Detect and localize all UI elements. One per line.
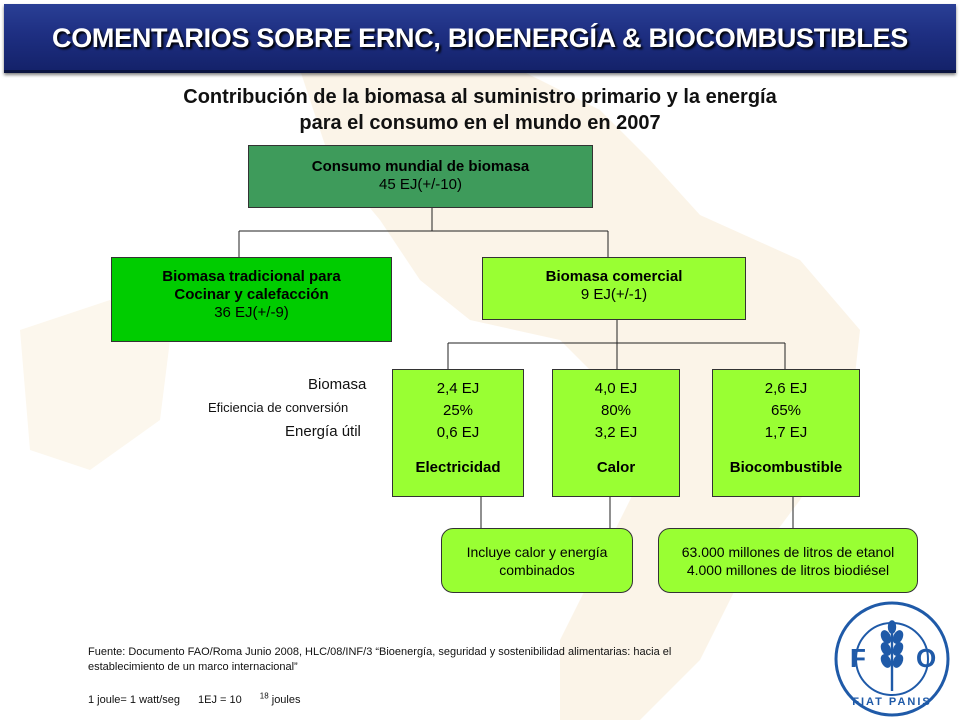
heat-biomass: 4,0 EJ: [594, 380, 638, 397]
electricity-biomass: 2,4 EJ: [436, 380, 480, 397]
node-traditional-biomass: Biomasa tradicional para Cocinar y calef…: [111, 257, 392, 342]
heat-label: Calor: [596, 459, 636, 476]
node-commercial-title: Biomasa comercial: [545, 268, 683, 285]
fao-letter-a: A: [834, 601, 835, 602]
fao-letter-f: F: [850, 643, 866, 673]
ej-exponent: 18: [259, 691, 269, 700]
node-traditional-title1: Biomasa tradicional para: [162, 268, 341, 285]
node-heat: 4,0 EJ 80% 3,2 EJ Calor: [552, 369, 680, 497]
ej-prefix: 1EJ = 10: [198, 693, 242, 706]
note-chp: Incluye calor y energía combinados: [441, 528, 633, 593]
electricity-efficiency: 25%: [442, 402, 474, 419]
ej-definition: 1EJ = 10 18 joules: [198, 691, 318, 706]
node-world-biomass: Consumo mundial de biomasa 45 EJ(+/-10): [248, 145, 593, 208]
row-label-biomass: Biomasa: [308, 376, 367, 393]
fao-wheat-emblem-icon: [880, 620, 904, 691]
node-biofuel: 2,6 EJ 65% 1,7 EJ Biocombustible: [712, 369, 860, 497]
source-line1: Fuente: Documento FAO/Roma Junio 2008, H…: [88, 646, 672, 658]
node-commercial-biomass: Biomasa comercial 9 EJ(+/-1): [482, 257, 746, 320]
joule-definition: 1 joule= 1 watt/seg: [88, 693, 181, 706]
heat-efficiency: 80%: [600, 402, 632, 419]
chart-title-line2: para el consumo en el mundo en 2007: [299, 112, 661, 134]
biofuel-useful: 1,7 EJ: [764, 424, 808, 441]
note-chp-line1: Incluye calor y energía: [466, 544, 608, 560]
source-note: Fuente: Documento FAO/Roma Junio 2008, H…: [88, 645, 808, 675]
header-title: COMENTARIOS SOBRE ERNC, BIOENERGÍA & BIO…: [52, 23, 908, 53]
node-commercial-value: 9 EJ(+/-1): [580, 286, 648, 303]
fao-logo: F O A FIAT PANIS: [834, 601, 950, 717]
electricity-label: Electricidad: [415, 459, 501, 476]
note-chp-line2: combinados: [499, 562, 575, 578]
node-world-biomass-value: 45 EJ(+/-10): [379, 176, 462, 193]
fao-motto: FIAT PANIS: [852, 696, 931, 708]
biofuel-efficiency: 65%: [770, 402, 802, 419]
chart-title-line1: Contribución de la biomasa al suministro…: [183, 86, 777, 108]
electricity-useful: 0,6 EJ: [436, 424, 480, 441]
fao-letter-o: O: [916, 643, 936, 673]
note-biofuels-line1: 63.000 millones de litros de etanol: [681, 544, 895, 560]
node-traditional-value: 36 EJ(+/-9): [214, 304, 289, 321]
heat-useful: 3,2 EJ: [594, 424, 638, 441]
note-biofuels: 63.000 millones de litros de etanol 4.00…: [658, 528, 918, 593]
biofuel-biomass: 2,6 EJ: [764, 380, 808, 397]
row-label-useful: Energía útil: [285, 423, 361, 440]
header-banner: COMENTARIOS SOBRE ERNC, BIOENERGÍA & BIO…: [4, 4, 956, 73]
node-electricity: 2,4 EJ 25% 0,6 EJ Electricidad: [392, 369, 524, 497]
source-line2: establecimiento de un marco internaciona…: [88, 661, 298, 673]
node-world-biomass-title: Consumo mundial de biomasa: [311, 158, 530, 175]
node-traditional-title2: Cocinar y calefacción: [174, 286, 329, 303]
biofuel-label: Biocombustible: [729, 459, 843, 476]
chart-title: Contribución de la biomasa al suministro…: [70, 84, 890, 136]
units-note: 1 joule= 1 watt/seg 1EJ = 10 18 joules: [88, 688, 808, 708]
row-label-efficiency: Eficiencia de conversión: [208, 400, 349, 415]
ej-suffix: joules: [268, 693, 301, 706]
note-biofuels-line2: 4.000 millones de litros biodiésel: [686, 562, 890, 578]
